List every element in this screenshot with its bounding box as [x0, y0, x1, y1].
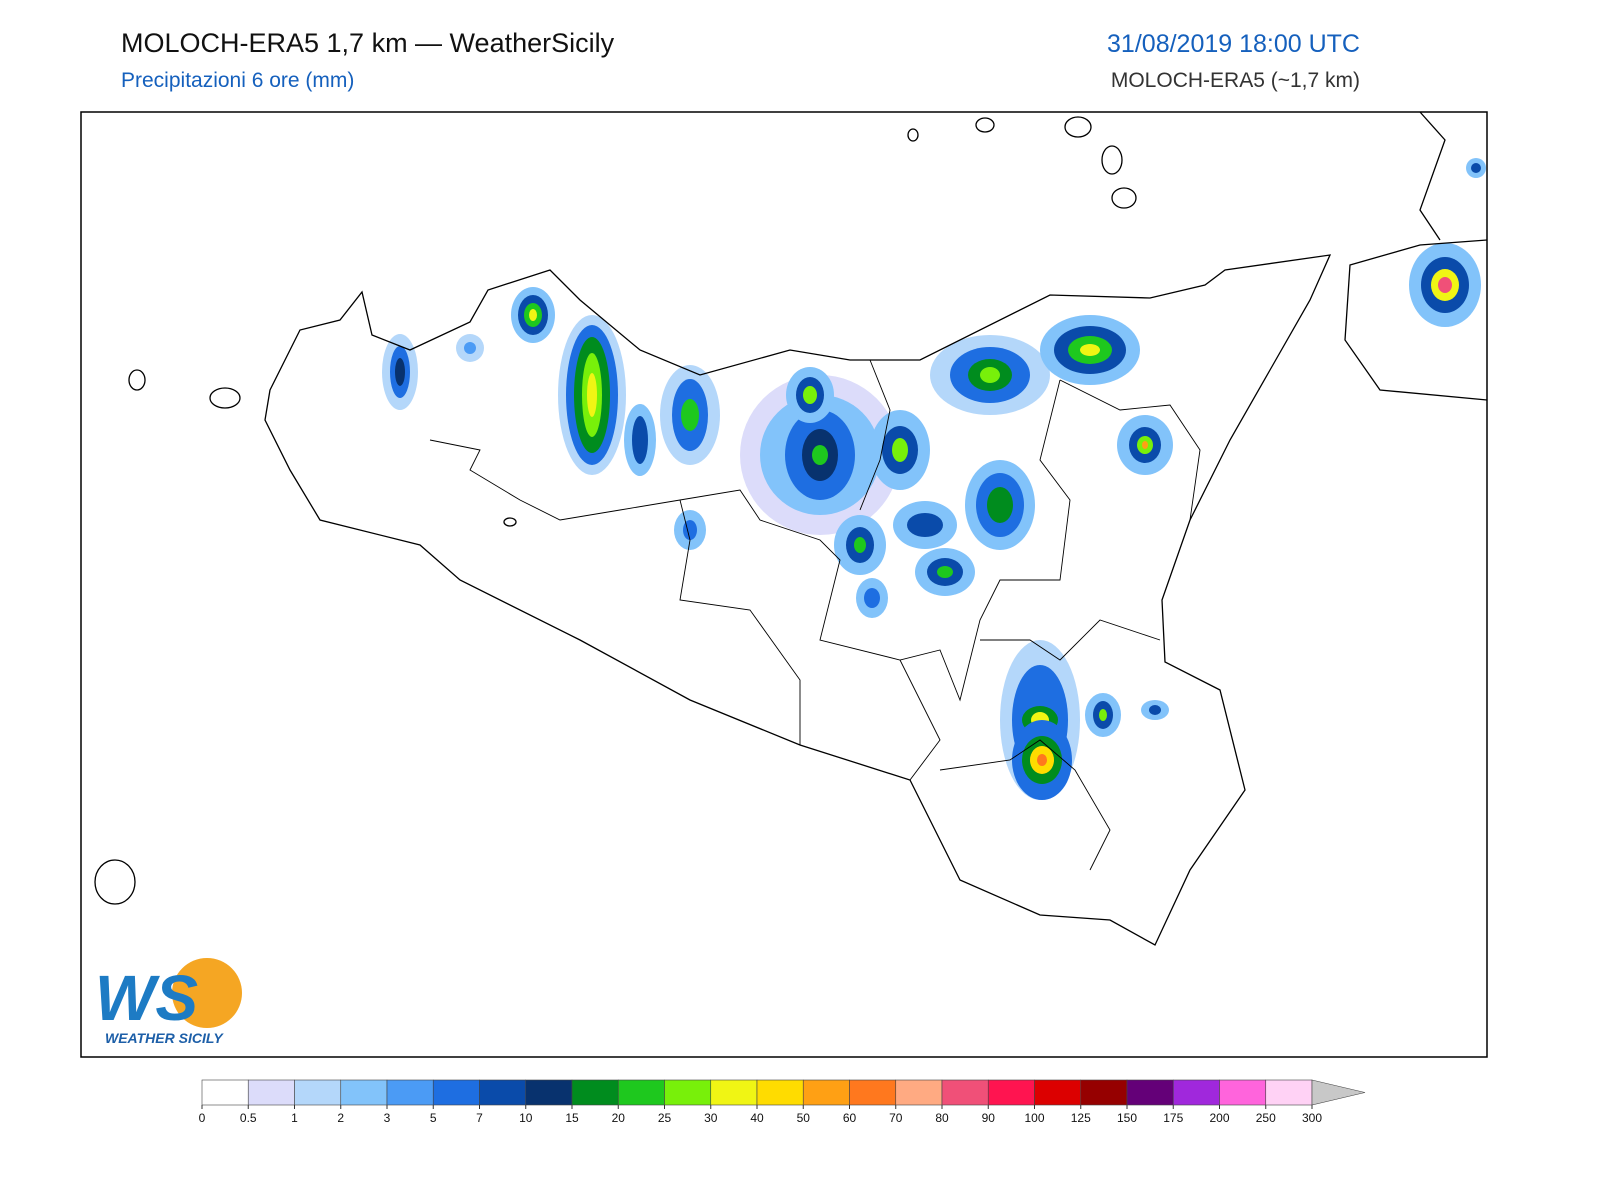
map: WS WEATHER SICILY [80, 111, 1488, 1058]
colorbar-tick-label: 80 [935, 1111, 949, 1125]
colorbar-tick-label: 25 [658, 1111, 672, 1125]
colorbar-segment [664, 1079, 712, 1106]
colorbar-segment [432, 1079, 480, 1106]
colorbar-segment [571, 1079, 619, 1106]
colorbar-tick-label: 0.5 [240, 1111, 257, 1125]
colorbar-segment [941, 1079, 989, 1106]
colorbar-segment [1034, 1079, 1082, 1106]
colorbar-tick-label: 30 [704, 1111, 718, 1125]
province-borders [429, 359, 1201, 871]
colorbar-segment [756, 1079, 804, 1106]
colorbar-segment [340, 1079, 388, 1106]
colorbar-tick-label: 70 [889, 1111, 903, 1125]
colorbar-segment [1172, 1079, 1220, 1106]
calabria-coast [1344, 239, 1488, 401]
colorbar-tick-label: 250 [1256, 1111, 1276, 1125]
colorbar-segment [247, 1079, 295, 1106]
precipitation [382, 158, 1486, 800]
title: MOLOCH-ERA5 1,7 km — WeatherSicily [121, 28, 615, 58]
colorbar-tick-label: 90 [982, 1111, 996, 1125]
colorbar-tick-label: 15 [565, 1111, 579, 1125]
colorbar-segment [1080, 1079, 1128, 1106]
colorbar-segment [987, 1079, 1035, 1106]
colorbar-segment [802, 1079, 850, 1106]
sicily-coast [264, 254, 1332, 946]
colorbar-tick-label: 10 [519, 1111, 533, 1125]
colorbar-tick-label: 150 [1117, 1111, 1137, 1125]
colorbar-segment [710, 1079, 758, 1106]
colorbar-segment [386, 1079, 434, 1106]
calabria-coast-north [1419, 111, 1446, 241]
logo-letters: WS [95, 962, 198, 1034]
colorbar-segment [1126, 1079, 1174, 1106]
colorbar-segment [849, 1079, 897, 1106]
colorbar-tick-label: 3 [384, 1111, 391, 1125]
colorbar-segment [201, 1079, 249, 1106]
colorbar-tick-label: 20 [612, 1111, 626, 1125]
colorbar-tick-label: 50 [797, 1111, 811, 1125]
colorbar-segment [525, 1079, 573, 1106]
colorbar-tick-label: 125 [1071, 1111, 1091, 1125]
colorbar-tick-label: 60 [843, 1111, 857, 1125]
colorbar-segment [895, 1079, 943, 1106]
colorbar-tick-label: 1 [291, 1111, 298, 1125]
model-label: MOLOCH-ERA5 (~1,7 km) [1111, 69, 1360, 92]
colorbar-tick-label: 100 [1024, 1111, 1044, 1125]
colorbar-tick-label: 2 [337, 1111, 344, 1125]
colorbar-tick-label: 7 [476, 1111, 483, 1125]
map-frame [80, 111, 1488, 1058]
colorbar-segment [617, 1079, 665, 1106]
logo-name: WEATHER SICILY [105, 1030, 224, 1046]
subtitle: Precipitazioni 6 ore (mm) [121, 69, 354, 92]
colorbar-segment [1219, 1079, 1267, 1106]
colorbar-tick-label: 200 [1209, 1111, 1229, 1125]
colorbar-tick-label: 40 [750, 1111, 764, 1125]
colorbar-tick-label: 5 [430, 1111, 437, 1125]
colorbar-extension [1311, 1079, 1366, 1106]
logo: WS WEATHER SICILY [95, 958, 242, 1046]
colorbar-tick-label: 175 [1163, 1111, 1183, 1125]
colorbar-tick-label: 300 [1302, 1111, 1322, 1125]
colorbar-segment [1265, 1079, 1313, 1106]
valid-date: 31/08/2019 18:00 UTC [1107, 30, 1360, 58]
colorbar-tick-label: 0 [199, 1111, 206, 1125]
colorbar: 0 0.5 1 2 3 5 7 10 15 20 25 30 40 50 60 70 80 90 100 125 150… [199, 1079, 1366, 1125]
islands [94, 116, 1137, 905]
colorbar-segment [479, 1079, 527, 1106]
colorbar-segment [294, 1079, 342, 1106]
